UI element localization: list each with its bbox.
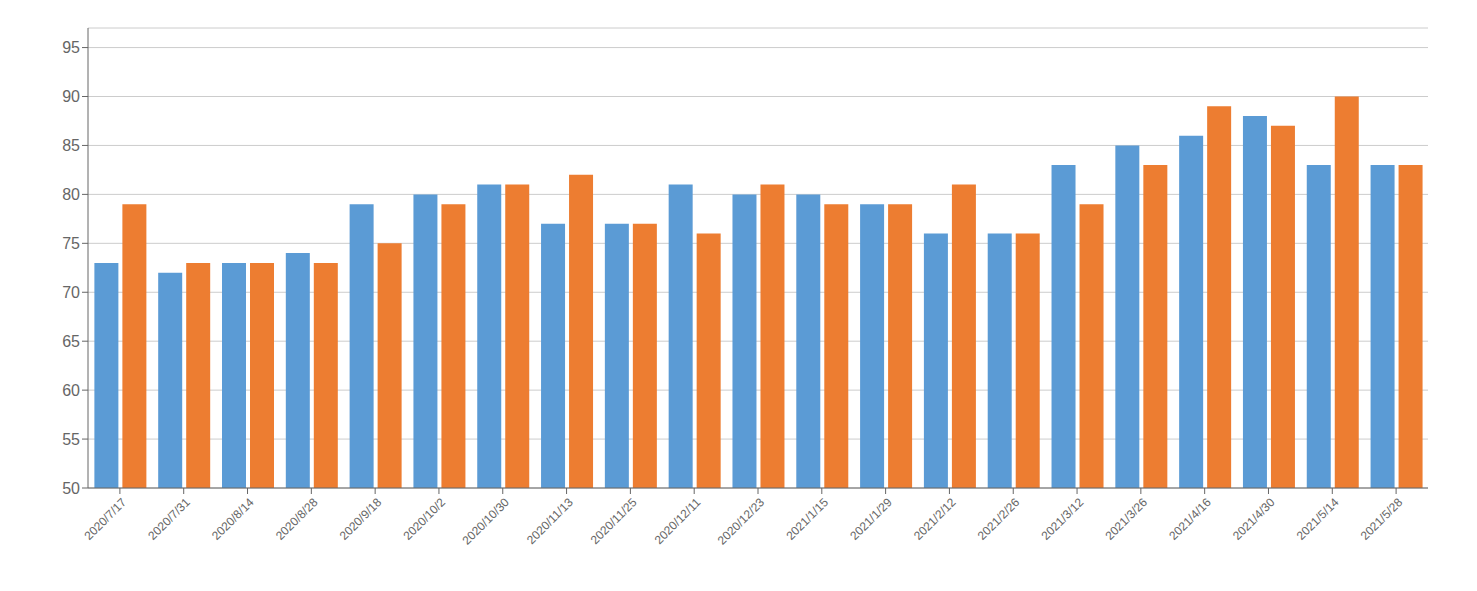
svg-text:80: 80 [62, 186, 80, 203]
svg-text:90: 90 [62, 88, 80, 105]
svg-text:2021/3/26: 2021/3/26 [1102, 495, 1150, 543]
svg-text:55: 55 [62, 431, 80, 448]
svg-text:2021/4/30: 2021/4/30 [1230, 495, 1278, 543]
svg-text:2020/11/13: 2020/11/13 [524, 495, 576, 547]
svg-text:85: 85 [62, 137, 80, 154]
svg-text:2020/7/31: 2020/7/31 [145, 495, 193, 543]
svg-text:2020/12/23: 2020/12/23 [715, 495, 768, 548]
svg-text:2021/5/28: 2021/5/28 [1358, 495, 1406, 543]
svg-text:2021/2/26: 2021/2/26 [975, 495, 1023, 543]
svg-text:2021/1/29: 2021/1/29 [847, 495, 895, 543]
svg-text:2020/11/25: 2020/11/25 [588, 495, 640, 547]
svg-text:2020/12/11: 2020/12/11 [652, 495, 704, 547]
svg-text:2020/8/14: 2020/8/14 [209, 495, 257, 543]
svg-text:2020/10/30: 2020/10/30 [460, 495, 513, 548]
svg-text:50: 50 [62, 480, 80, 497]
svg-text:60: 60 [62, 382, 80, 399]
svg-text:95: 95 [62, 39, 80, 56]
svg-text:2021/2/12: 2021/2/12 [911, 495, 959, 543]
svg-text:2021/4/16: 2021/4/16 [1166, 495, 1214, 543]
svg-text:75: 75 [62, 235, 80, 252]
svg-text:65: 65 [62, 333, 80, 350]
svg-text:2020/7/17: 2020/7/17 [81, 495, 129, 543]
svg-text:2020/8/28: 2020/8/28 [273, 495, 321, 543]
svg-text:70: 70 [62, 284, 80, 301]
svg-text:2020/10/2: 2020/10/2 [400, 495, 448, 543]
svg-text:2021/5/14: 2021/5/14 [1294, 495, 1342, 543]
svg-text:2021/1/15: 2021/1/15 [783, 495, 831, 543]
svg-text:2020/9/18: 2020/9/18 [337, 495, 385, 543]
svg-text:2021/3/12: 2021/3/12 [1039, 495, 1087, 543]
